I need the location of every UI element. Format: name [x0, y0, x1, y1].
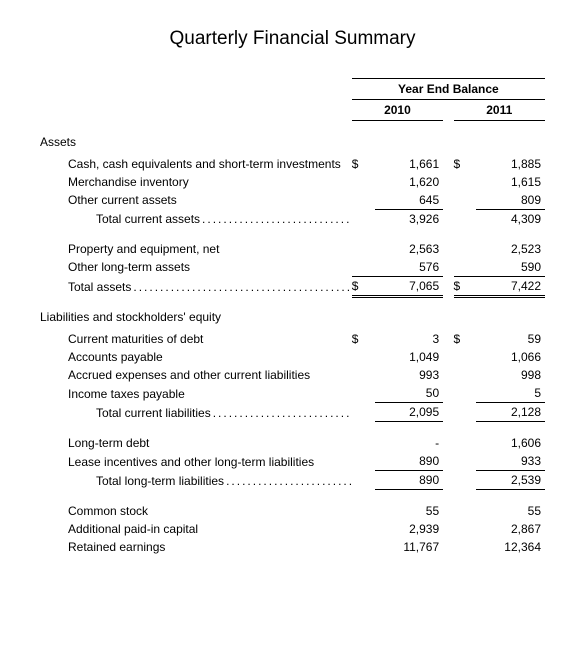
sym2-cash: $	[454, 155, 477, 173]
row-retained: Retained earnings 11,767 12,364	[40, 538, 545, 556]
label-ppe: Property and equipment, net	[40, 240, 352, 258]
v2-total-cl: 2,128	[476, 403, 545, 422]
v2-apic: 2,867	[476, 520, 545, 538]
v2-ap: 1,066	[476, 348, 545, 366]
v1-ap: 1,049	[375, 348, 444, 366]
label-merch: Merchandise inventory	[40, 173, 352, 191]
label-common: Common stock	[40, 502, 352, 520]
v1-total-assets: 7,065	[375, 276, 444, 296]
label-total-assets: Total assets	[40, 276, 352, 296]
assets-heading: Assets	[40, 121, 352, 155]
label-lease: Lease incentives and other long-term lia…	[40, 452, 352, 471]
label-total-cl: Total current liabilities	[40, 403, 352, 422]
financial-summary-page: Quarterly Financial Summary Year End Bal…	[0, 0, 585, 576]
v2-total-ca: 4,309	[476, 209, 545, 228]
v2-lt-debt: 1,606	[476, 434, 545, 452]
row-other-lt: Other long-term assets 576 590	[40, 258, 545, 277]
year-row: 2010 2011	[40, 100, 545, 121]
sym2-cur-mat: $	[454, 330, 477, 348]
label-total-ltl: Total long-term liabilities	[40, 471, 352, 490]
v2-retained: 12,364	[476, 538, 545, 556]
v2-other-lt: 590	[476, 258, 545, 277]
v1-lt-debt: -	[375, 434, 444, 452]
label-cash: Cash, cash equivalents and short-term in…	[40, 155, 352, 173]
v1-cash: 1,661	[375, 155, 444, 173]
v2-ppe: 2,523	[476, 240, 545, 258]
label-other-lt: Other long-term assets	[40, 258, 352, 277]
v2-total-assets: 7,422	[476, 276, 545, 296]
row-accrued: Accrued expenses and other current liabi…	[40, 366, 545, 384]
label-retained: Retained earnings	[40, 538, 352, 556]
row-common: Common stock 55 55	[40, 502, 545, 520]
label-other-ca: Other current assets	[40, 191, 352, 210]
sym1-total-assets: $	[352, 276, 375, 296]
row-total-ca: Total current assets 3,926 4,309	[40, 209, 545, 228]
balance-sheet-table: Year End Balance 2010 2011 Assets Cash, …	[40, 78, 545, 556]
v1-merch: 1,620	[375, 173, 444, 191]
year-2011: 2011	[454, 100, 545, 121]
v2-lease: 933	[476, 452, 545, 471]
row-other-ca: Other current assets 645 809	[40, 191, 545, 210]
sym2-total-assets: $	[454, 276, 477, 296]
v1-other-ca: 645	[375, 191, 444, 210]
row-lease: Lease incentives and other long-term lia…	[40, 452, 545, 471]
v2-common: 55	[476, 502, 545, 520]
v1-lease: 890	[375, 452, 444, 471]
row-apic: Additional paid-in capital 2,939 2,867	[40, 520, 545, 538]
v1-ppe: 2,563	[375, 240, 444, 258]
label-total-ca: Total current assets	[40, 209, 352, 228]
row-total-assets: Total assets $ 7,065 $ 7,422	[40, 276, 545, 296]
row-merch: Merchandise inventory 1,620 1,615	[40, 173, 545, 191]
v1-other-lt: 576	[375, 258, 444, 277]
row-lt-debt: Long-term debt - 1,606	[40, 434, 545, 452]
v1-apic: 2,939	[375, 520, 444, 538]
label-tax: Income taxes payable	[40, 384, 352, 403]
v1-accrued: 993	[375, 366, 444, 384]
label-ap: Accounts payable	[40, 348, 352, 366]
v1-common: 55	[375, 502, 444, 520]
year-end-balance-header: Year End Balance	[352, 79, 545, 100]
label-apic: Additional paid-in capital	[40, 520, 352, 538]
sym1-cash: $	[352, 155, 375, 173]
liab-heading: Liabilities and stockholders' equity	[40, 296, 352, 330]
v2-cash: 1,885	[476, 155, 545, 173]
row-cur-mat: Current maturities of debt $ 3 $ 59	[40, 330, 545, 348]
v1-tax: 50	[375, 384, 444, 403]
label-cur-mat: Current maturities of debt	[40, 330, 352, 348]
row-tax: Income taxes payable 50 5	[40, 384, 545, 403]
v1-retained: 11,767	[375, 538, 444, 556]
row-ap: Accounts payable 1,049 1,066	[40, 348, 545, 366]
row-total-cl: Total current liabilities 2,095 2,128	[40, 403, 545, 422]
v1-total-ltl: 890	[375, 471, 444, 490]
v2-tax: 5	[476, 384, 545, 403]
v2-total-ltl: 2,539	[476, 471, 545, 490]
v1-cur-mat: 3	[375, 330, 444, 348]
row-total-ltl: Total long-term liabilities 890 2,539	[40, 471, 545, 490]
label-accrued: Accrued expenses and other current liabi…	[40, 366, 352, 384]
v2-merch: 1,615	[476, 173, 545, 191]
row-cash: Cash, cash equivalents and short-term in…	[40, 155, 545, 173]
header-span-row: Year End Balance	[40, 79, 545, 100]
row-ppe: Property and equipment, net 2,563 2,523	[40, 240, 545, 258]
label-lt-debt: Long-term debt	[40, 434, 352, 452]
v1-total-cl: 2,095	[375, 403, 444, 422]
v1-total-ca: 3,926	[375, 209, 444, 228]
sym1-cur-mat: $	[352, 330, 375, 348]
v2-cur-mat: 59	[476, 330, 545, 348]
year-2010: 2010	[352, 100, 443, 121]
page-title: Quarterly Financial Summary	[40, 28, 545, 50]
v2-other-ca: 809	[476, 191, 545, 210]
v2-accrued: 998	[476, 366, 545, 384]
